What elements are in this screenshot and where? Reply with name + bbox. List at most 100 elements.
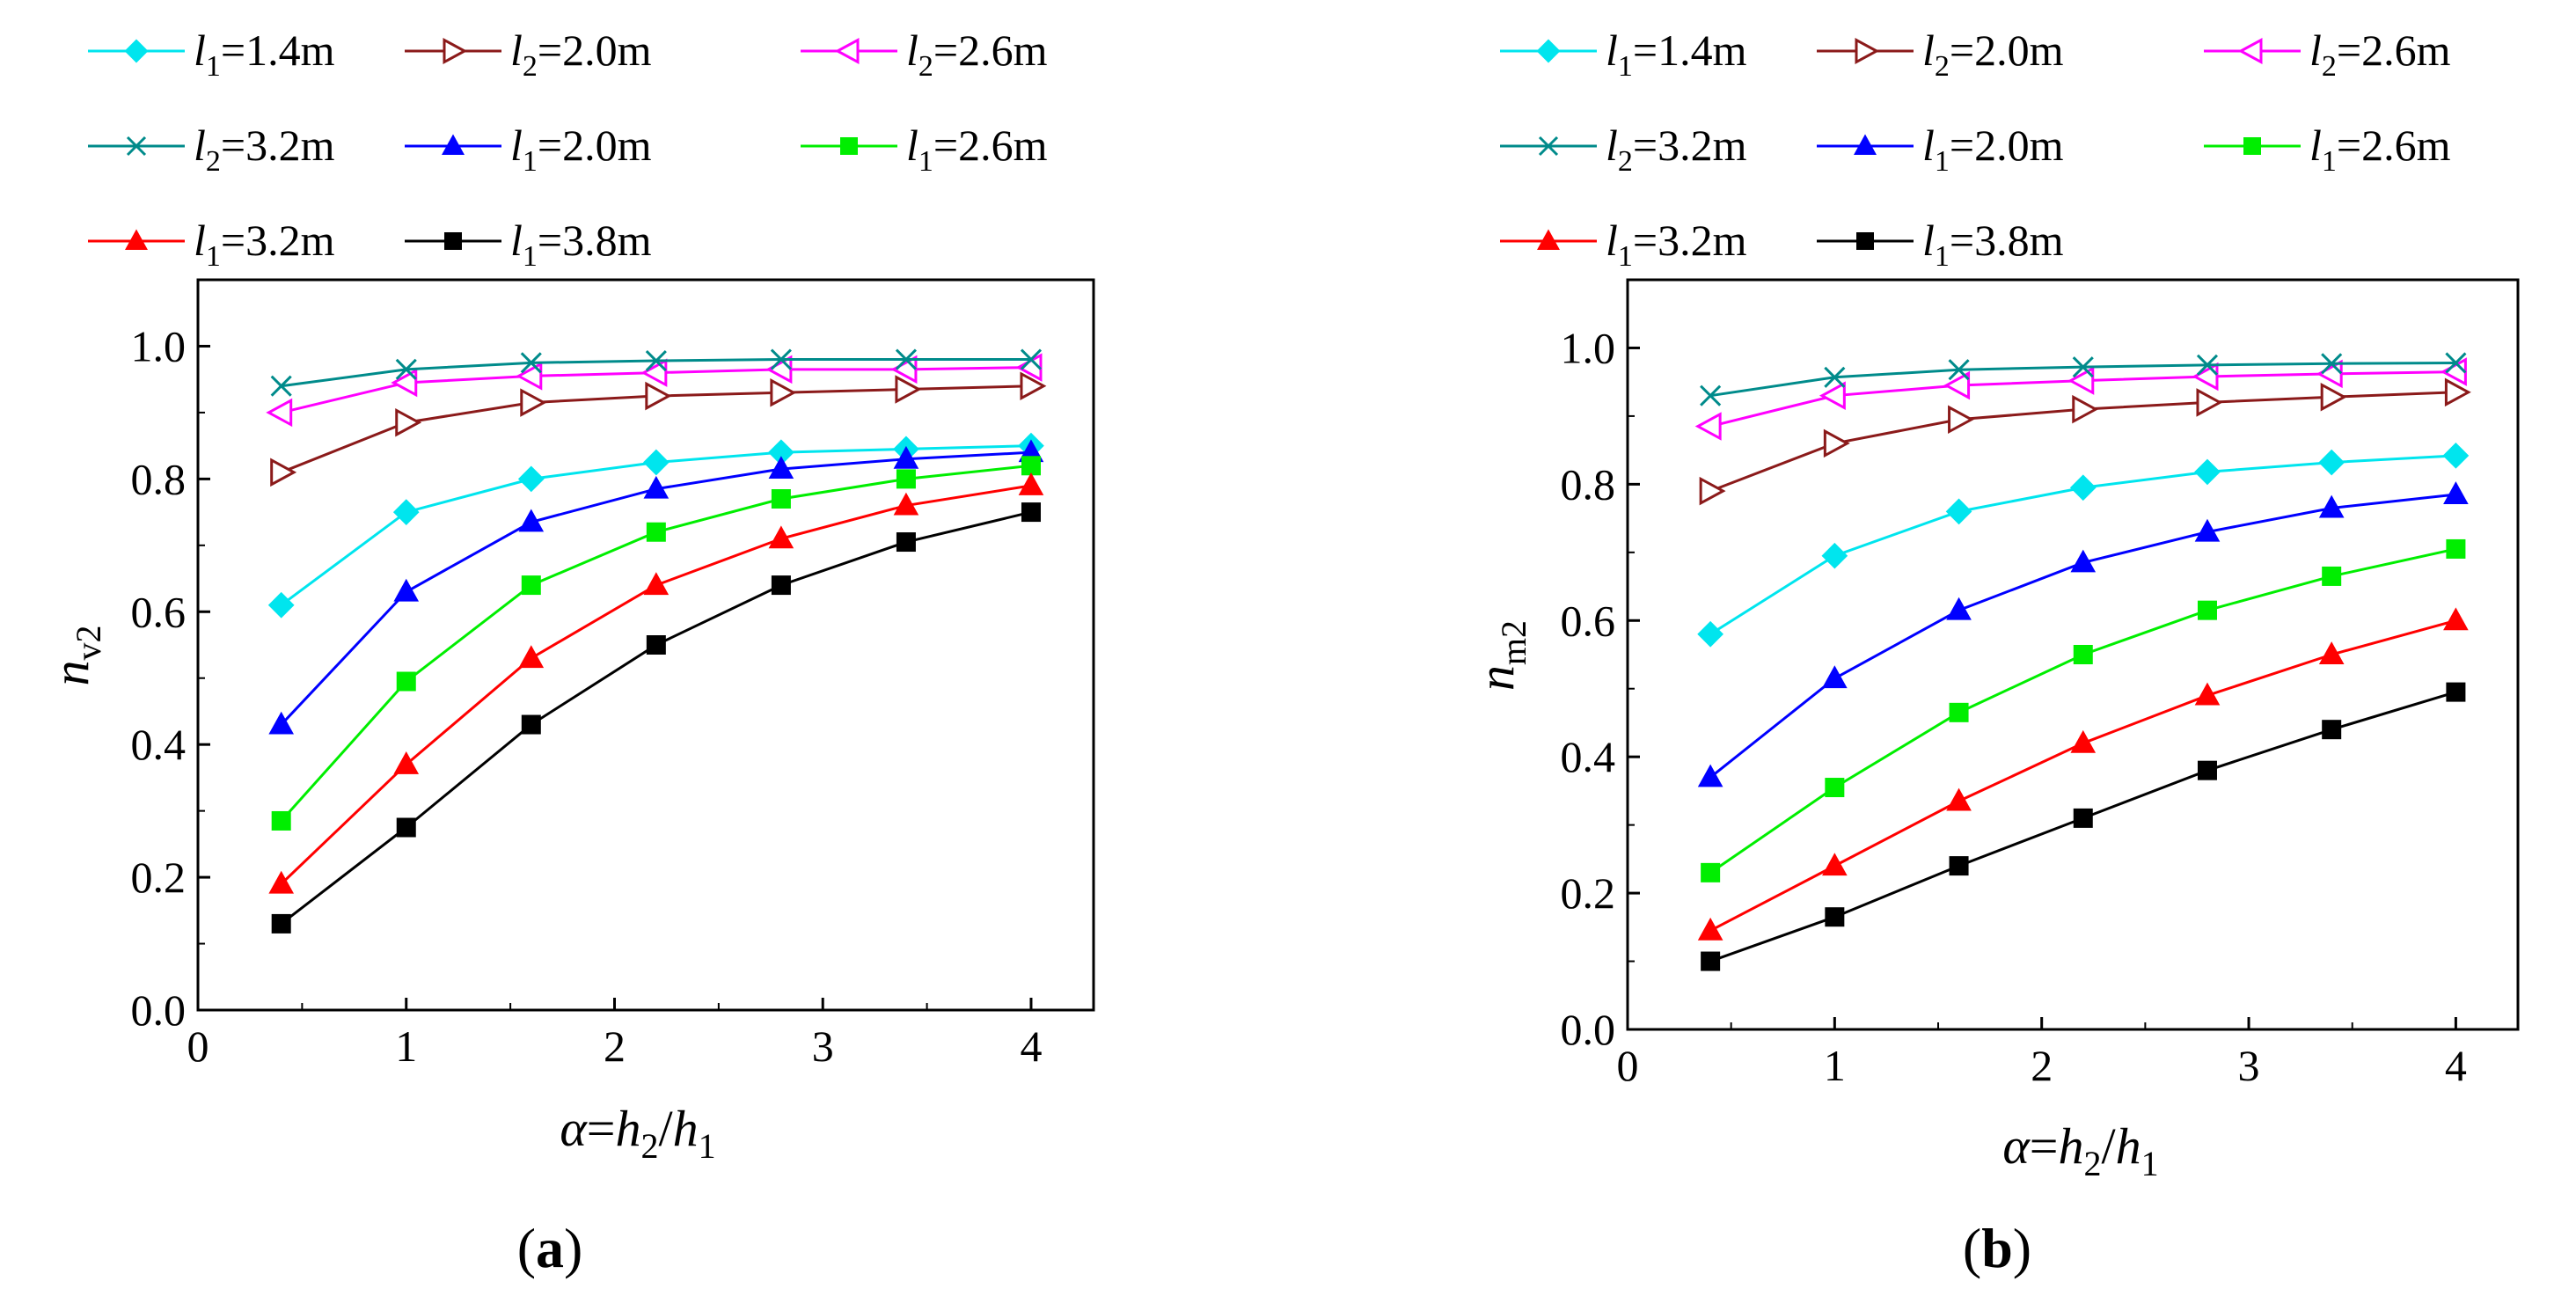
data-point	[393, 751, 420, 774]
marker-stroke	[1020, 348, 1043, 370]
data-point	[2445, 352, 2467, 374]
data-point	[771, 575, 791, 596]
chart-panel-a: l1=1.4m l2=2.0m l2=2.6m l2=3.2m l1=2.0m l1=2.…	[42, 26, 1095, 1279]
data-point	[1946, 597, 1972, 620]
y-tick-label: 0.4	[131, 720, 187, 769]
data-point	[1700, 384, 1722, 406]
legend-marker	[126, 135, 147, 157]
legend-marker	[124, 39, 149, 63]
data-point	[1021, 456, 1041, 476]
data-point	[521, 714, 541, 735]
data-point	[393, 578, 420, 602]
data-point	[270, 458, 297, 487]
data-point	[266, 398, 293, 428]
data-point	[643, 572, 670, 596]
x-tick-label: 2	[604, 1021, 626, 1071]
data-point	[646, 635, 666, 655]
data-point	[392, 499, 420, 525]
series-line	[1709, 619, 2456, 933]
legend-label: l1=2.0m	[510, 121, 652, 178]
x-axis: 0 1 2 3 4	[187, 998, 1042, 1071]
data-point	[2318, 641, 2345, 664]
x-axis: 0 1 2 3 4	[1617, 1017, 2467, 1090]
data-point	[1948, 405, 1974, 435]
y-tick-label: 1.0	[131, 321, 187, 370]
legend-item: l1=2.6m	[801, 121, 1048, 178]
data-point	[396, 817, 416, 838]
panel-label: (b)	[1963, 1217, 2031, 1279]
x-tick-label: 2	[2031, 1041, 2053, 1090]
data-point	[1824, 366, 1846, 388]
legend-marker	[1855, 37, 1880, 65]
data-point	[2321, 353, 2343, 375]
data-point	[1697, 764, 1723, 787]
data-point	[268, 711, 294, 735]
legend-item: l1=3.8m	[405, 216, 652, 273]
x-axis-label: α=h2/h1	[2002, 1117, 2158, 1183]
legend-item: l1=3.2m	[1500, 216, 1747, 273]
data-point	[1701, 862, 1721, 882]
data-point	[1949, 702, 1969, 722]
chart-panel-b: l1=1.4m l2=2.0m l2=2.6m l2=3.2m l1=2.0m l1=2.…	[1467, 26, 2520, 1279]
legend-item: l1=3.2m	[88, 216, 335, 273]
legend-marker	[1537, 229, 1560, 250]
data-point	[521, 575, 541, 596]
data-point	[1697, 917, 1723, 941]
data-point	[1948, 359, 1970, 381]
x-axis-label: α=h2/h1	[560, 1100, 715, 1166]
data-point	[646, 522, 666, 542]
series-l1=3.8m	[271, 502, 1041, 934]
legend-marker	[1536, 39, 1561, 63]
data-point	[1822, 665, 1848, 689]
data-point	[768, 525, 794, 549]
series-l1=2.6m	[1701, 538, 2466, 882]
legend-item: l2=2.6m	[801, 26, 1048, 83]
legend-marker	[2237, 37, 2263, 65]
data-point	[2072, 356, 2094, 378]
data-point	[1821, 542, 1848, 569]
series-l1=3.8m	[1701, 682, 2466, 971]
legend-marker	[444, 232, 462, 250]
y-tick-label: 1.0	[1561, 323, 1616, 372]
marker-stroke	[520, 352, 542, 374]
data-point	[1018, 472, 1044, 495]
y-tick-label: 0.4	[1561, 732, 1616, 781]
data-point	[1822, 853, 1848, 876]
marker-stroke	[1538, 135, 1559, 157]
data-point	[2067, 366, 2095, 395]
marker-stroke	[2072, 356, 2094, 378]
y-tick-label: 0.8	[131, 454, 187, 503]
series-line	[280, 484, 1032, 885]
legend-label: l2=3.2m	[194, 121, 335, 178]
legend: l1=1.4m l2=2.0m l2=2.6m l2=3.2m l1=2.0m l1=2.…	[88, 26, 1048, 273]
data-point	[2196, 388, 2223, 417]
data-point	[391, 368, 418, 398]
legend-marker	[1538, 135, 1559, 157]
legend-label: l1=2.0m	[1922, 121, 2064, 178]
data-point	[1945, 498, 1972, 525]
data-point	[1946, 787, 1972, 811]
plot-frame	[196, 278, 1095, 1012]
data-point	[770, 378, 797, 407]
data-point	[896, 469, 916, 489]
y-tick-label: 0.2	[131, 853, 187, 902]
x-tick-label: 1	[395, 1021, 417, 1071]
data-point	[271, 913, 291, 934]
data-point	[2318, 494, 2345, 518]
data-point	[893, 492, 919, 516]
x-tick-label: 0	[187, 1021, 209, 1071]
series-l1=3.2m	[268, 472, 1044, 894]
legend-item: l1=1.4m	[88, 26, 335, 83]
data-point	[642, 449, 670, 476]
y-tick-label: 0.6	[1561, 596, 1616, 645]
data-point	[2443, 481, 2469, 504]
legend-marker	[840, 137, 858, 155]
data-point	[2443, 607, 2469, 631]
legend-item: l2=3.2m	[1500, 121, 1747, 178]
legend-label: l1=3.8m	[1922, 216, 2064, 273]
x-tick-label: 3	[812, 1021, 834, 1071]
data-point	[1694, 412, 1722, 441]
data-point	[2194, 458, 2221, 486]
data-point	[518, 645, 545, 669]
data-point	[270, 375, 292, 397]
